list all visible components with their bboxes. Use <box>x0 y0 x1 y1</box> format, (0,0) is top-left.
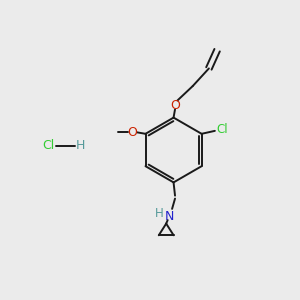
Text: Cl: Cl <box>42 139 55 152</box>
Text: H: H <box>76 139 86 152</box>
Text: H: H <box>155 207 164 220</box>
Text: O: O <box>170 99 180 112</box>
Text: N: N <box>164 210 174 223</box>
Text: O: O <box>127 126 137 139</box>
Text: Cl: Cl <box>216 123 228 136</box>
